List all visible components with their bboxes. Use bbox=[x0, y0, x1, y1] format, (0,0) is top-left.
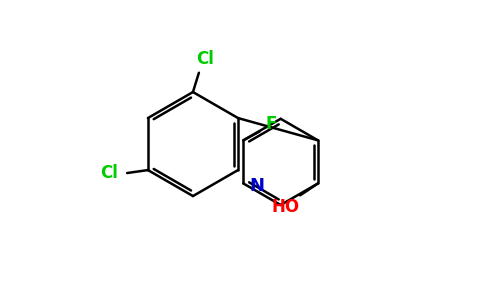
Text: Cl: Cl bbox=[100, 164, 118, 182]
Text: HO: HO bbox=[271, 198, 299, 216]
Text: Cl: Cl bbox=[196, 50, 214, 68]
Text: N: N bbox=[249, 177, 264, 195]
Text: F: F bbox=[266, 115, 277, 133]
